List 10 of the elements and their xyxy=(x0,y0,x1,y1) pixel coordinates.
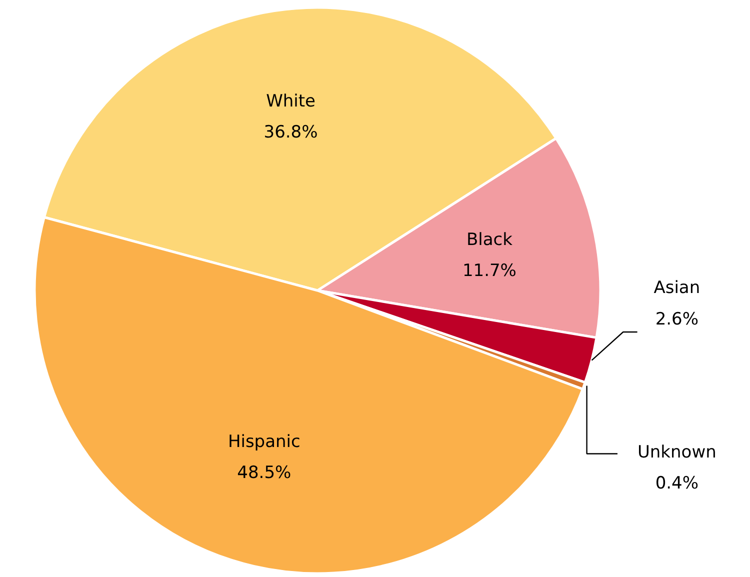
slice-label: White xyxy=(266,92,316,112)
data-label: 0.4% xyxy=(655,473,699,494)
data-label: 48.5% xyxy=(237,463,292,484)
data-label: 11.7% xyxy=(462,261,516,282)
data-label: 36.8% xyxy=(264,122,318,143)
slice-label: Asian xyxy=(654,278,700,298)
data-label: 2.6% xyxy=(655,309,699,330)
slice-label: Black xyxy=(466,230,513,250)
slice-label: Hispanic xyxy=(228,432,300,452)
slice-label: Unknown xyxy=(637,442,716,462)
